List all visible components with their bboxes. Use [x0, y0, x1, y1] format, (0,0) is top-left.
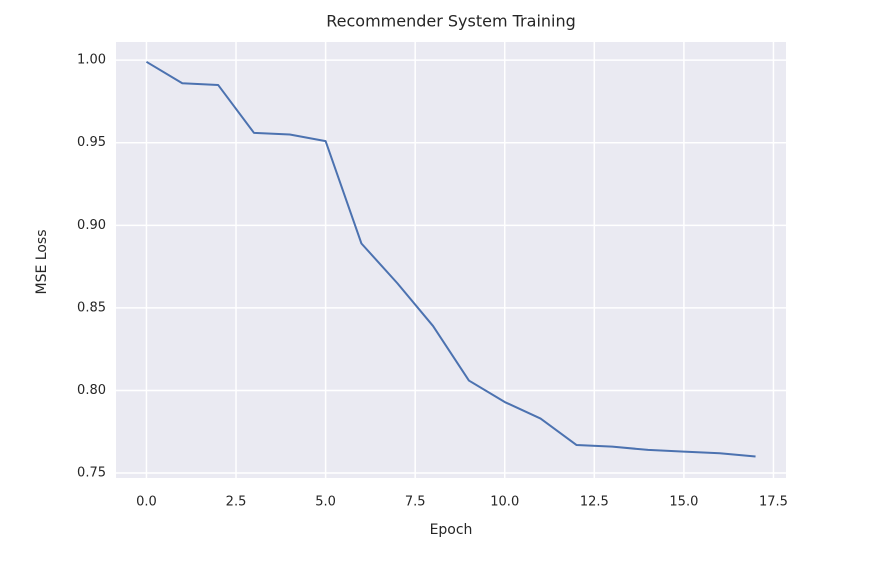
y-tick-label: 0.85 — [77, 300, 106, 315]
x-tick-label: 17.5 — [759, 495, 788, 510]
y-tick-label: 0.90 — [77, 218, 106, 233]
x-tick-label: 7.5 — [405, 495, 426, 510]
x-tick-label: 5.0 — [315, 495, 336, 510]
plot-background — [116, 42, 786, 478]
y-tick-label: 1.00 — [77, 53, 106, 68]
x-axis-label: Epoch — [430, 522, 473, 538]
y-tick-label: 0.95 — [77, 135, 106, 150]
x-tick-label: 0.0 — [136, 495, 157, 510]
line-series — [145, 60, 756, 458]
y-tick-label: 0.75 — [77, 466, 106, 481]
x-tick-label: 2.5 — [226, 495, 247, 510]
x-tick-label: 12.5 — [580, 495, 609, 510]
x-tick-label: 10.0 — [490, 495, 519, 510]
y-axis-label: MSE Loss — [34, 230, 50, 295]
x-tick-label: 15.0 — [669, 495, 698, 510]
chart-title: Recommender System Training — [326, 12, 576, 31]
y-tick-label: 0.80 — [77, 383, 106, 398]
